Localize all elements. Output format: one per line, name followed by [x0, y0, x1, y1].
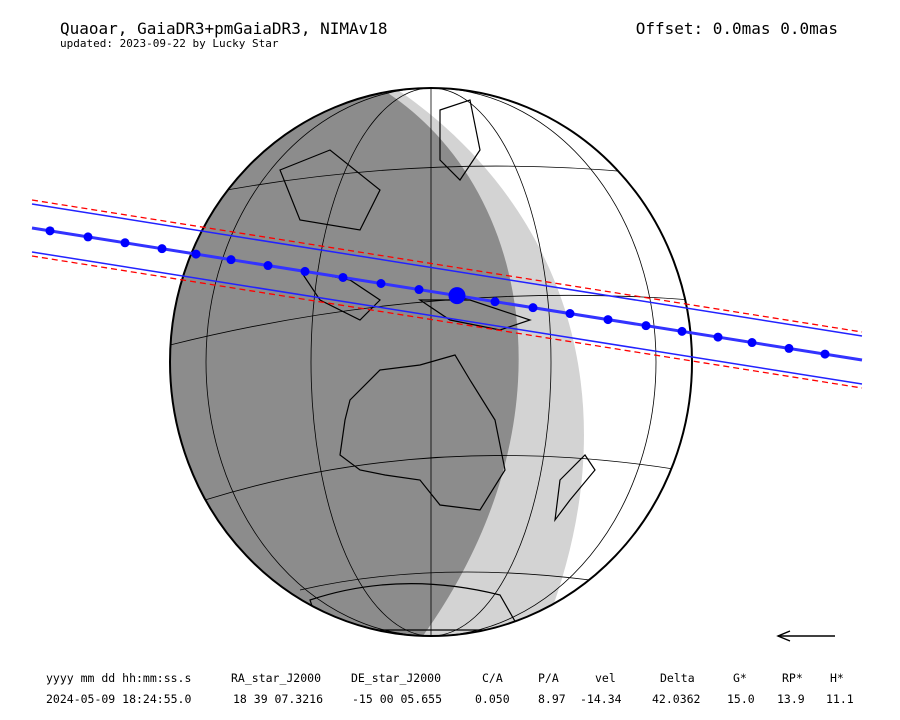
cell: -15 00 05.655 — [352, 692, 442, 706]
column-header: Delta — [660, 671, 695, 685]
path-point — [414, 285, 424, 295]
subtitle: updated: 2023-09-22 by Lucky Star — [60, 37, 279, 50]
path-point — [820, 349, 830, 359]
globe-edge — [169, 87, 693, 637]
cell: 15.0 — [727, 692, 755, 706]
shadow-path — [31, 199, 863, 389]
path-point — [338, 272, 348, 282]
column-header: H* — [830, 671, 844, 685]
column-header: vel — [595, 671, 616, 685]
column-header: P/A — [538, 671, 559, 685]
column-header: RP* — [782, 671, 803, 685]
path-point — [677, 326, 687, 336]
path-point — [120, 238, 130, 248]
column-header: RA_star_J2000 — [231, 671, 321, 685]
title: Quaoar, GaiaDR3+pmGaiaDR3, NIMAv18 — [60, 19, 388, 38]
column-header: G* — [733, 671, 747, 685]
cell: 8.97 — [538, 692, 566, 706]
table: yyyy mm dd hh:mm:ss.s RA_star_J2000 DE_sta… — [46, 671, 854, 706]
offset: Offset: 0.0mas 0.0mas — [636, 19, 838, 38]
cell: -14.34 — [580, 692, 622, 706]
cell: 42.0362 — [652, 692, 700, 706]
cell: 18 39 07.3216 — [233, 692, 323, 706]
path-point — [603, 315, 613, 325]
column-header: yyyy mm dd hh:mm:ss.s — [46, 671, 191, 685]
path-point — [263, 261, 273, 271]
path-point — [784, 343, 794, 353]
path-point — [191, 249, 201, 259]
cell: 11.1 — [826, 692, 854, 706]
path-point — [448, 287, 466, 305]
cell: 13.9 — [777, 692, 805, 706]
globe — [170, 88, 692, 636]
coastlines — [279, 99, 596, 631]
column-header: C/A — [482, 671, 503, 685]
path-point — [157, 244, 167, 254]
path-point — [565, 309, 575, 319]
cell: 0.050 — [475, 692, 510, 706]
path-point — [641, 321, 651, 331]
path-point — [45, 226, 55, 236]
path-point — [300, 266, 310, 276]
path-point — [747, 338, 757, 348]
path-point — [226, 255, 236, 265]
night — [170, 88, 519, 636]
column-header: DE_star_J2000 — [351, 671, 441, 685]
path-point — [490, 297, 500, 307]
direction-arrow — [776, 630, 835, 642]
path-point — [713, 332, 723, 342]
path-point — [528, 303, 538, 313]
path-point — [83, 232, 93, 242]
path-point — [376, 279, 386, 289]
cell: 2024-05-09 18:24:55.0 — [46, 692, 191, 706]
